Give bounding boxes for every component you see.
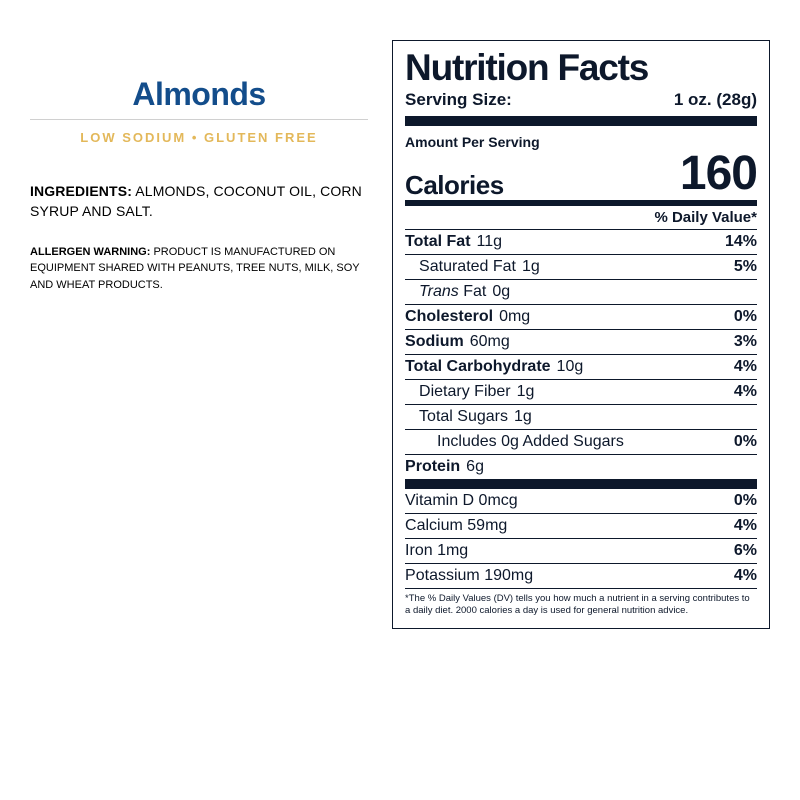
calories-value: 160 — [680, 150, 757, 198]
allergen-block: ALLERGEN WARNING: PRODUCT IS MANUFACTURE… — [30, 244, 368, 294]
vitamin-d-dv: 0% — [734, 492, 757, 510]
row-sodium: Sodium 60mg 3% — [405, 330, 757, 355]
allergen-label: ALLERGEN WARNING: — [30, 246, 150, 258]
row-calcium: Calcium 59mg 4% — [405, 514, 757, 539]
trans-fat-amount: 0g — [492, 283, 510, 301]
trans-fat-label: Trans Fat — [419, 283, 486, 301]
row-sat-fat: Saturated Fat 1g 5% — [405, 255, 757, 280]
sodium-label: Sodium — [405, 333, 464, 351]
carb-label: Total Carbohydrate — [405, 358, 551, 376]
added-sugars-dv: 0% — [734, 433, 757, 451]
sodium-amount: 60mg — [470, 333, 510, 351]
potassium-label: Potassium 190mg — [405, 567, 533, 585]
calories-label: Calories — [405, 172, 504, 198]
sodium-dv: 3% — [734, 333, 757, 351]
serving-size-row: Serving Size: 1 oz. (28g) — [405, 86, 757, 126]
serving-value: 1 oz. (28g) — [674, 90, 757, 110]
row-carb: Total Carbohydrate 10g 4% — [405, 355, 757, 380]
row-iron: Iron 1mg 6% — [405, 539, 757, 564]
row-cholesterol: Cholesterol 0mg 0% — [405, 305, 757, 330]
carb-amount: 10g — [557, 358, 584, 376]
fiber-label: Dietary Fiber — [419, 383, 511, 401]
protein-label: Protein — [405, 458, 460, 476]
row-vitamin-d: Vitamin D 0mcg 0% — [405, 489, 757, 514]
dv-footnote: *The % Daily Values (DV) tells you how m… — [405, 593, 757, 618]
cholesterol-dv: 0% — [734, 308, 757, 326]
sugars-label: Total Sugars — [419, 408, 508, 426]
row-trans-fat: Trans Fat 0g — [405, 280, 757, 305]
sat-fat-dv: 5% — [734, 258, 757, 276]
page-layout: Almonds LOW SODIUM • GLUTEN FREE INGREDI… — [0, 0, 800, 649]
protein-amount: 6g — [466, 458, 484, 476]
row-added-sugars: Includes 0g Added Sugars 0% — [405, 430, 757, 455]
product-title: Almonds — [30, 76, 368, 120]
row-fiber: Dietary Fiber 1g 4% — [405, 380, 757, 405]
carb-dv: 4% — [734, 358, 757, 376]
iron-label: Iron 1mg — [405, 542, 468, 560]
row-total-fat: Total Fat 11g 14% — [405, 230, 757, 255]
row-protein: Protein 6g — [405, 455, 757, 479]
nutrition-title: Nutrition Facts — [405, 49, 757, 86]
calcium-label: Calcium 59mg — [405, 517, 507, 535]
total-fat-amount: 11g — [477, 233, 503, 251]
calcium-dv: 4% — [734, 517, 757, 535]
product-tags: LOW SODIUM • GLUTEN FREE — [30, 120, 368, 155]
sat-fat-amount: 1g — [522, 258, 540, 276]
nutrition-panel: Nutrition Facts Serving Size: 1 oz. (28g… — [392, 40, 770, 629]
micronutrients-block: Vitamin D 0mcg 0% Calcium 59mg 4% Iron 1… — [405, 489, 757, 589]
cholesterol-label: Cholesterol — [405, 308, 493, 326]
serving-label: Serving Size: — [405, 90, 512, 110]
total-fat-label: Total Fat — [405, 233, 470, 251]
row-sugars: Total Sugars 1g — [405, 405, 757, 430]
potassium-dv: 4% — [734, 567, 757, 585]
ingredients-label: INGREDIENTS: — [30, 183, 132, 199]
ingredients-block: INGREDIENTS: ALMONDS, COCONUT OIL, CORN … — [30, 181, 368, 222]
vitamin-d-label: Vitamin D 0mcg — [405, 492, 518, 510]
sat-fat-label: Saturated Fat — [419, 258, 516, 276]
sugars-amount: 1g — [514, 408, 532, 426]
added-sugars-label: Includes 0g Added Sugars — [437, 433, 624, 451]
fiber-dv: 4% — [734, 383, 757, 401]
fiber-amount: 1g — [517, 383, 535, 401]
cholesterol-amount: 0mg — [499, 308, 530, 326]
dv-header: % Daily Value* — [405, 206, 757, 230]
calories-row: Calories 160 — [405, 150, 757, 206]
iron-dv: 6% — [734, 542, 757, 560]
heavy-separator — [405, 479, 757, 489]
total-fat-dv: 14% — [725, 233, 757, 251]
left-column: Almonds LOW SODIUM • GLUTEN FREE INGREDI… — [30, 40, 368, 629]
row-potassium: Potassium 190mg 4% — [405, 564, 757, 589]
